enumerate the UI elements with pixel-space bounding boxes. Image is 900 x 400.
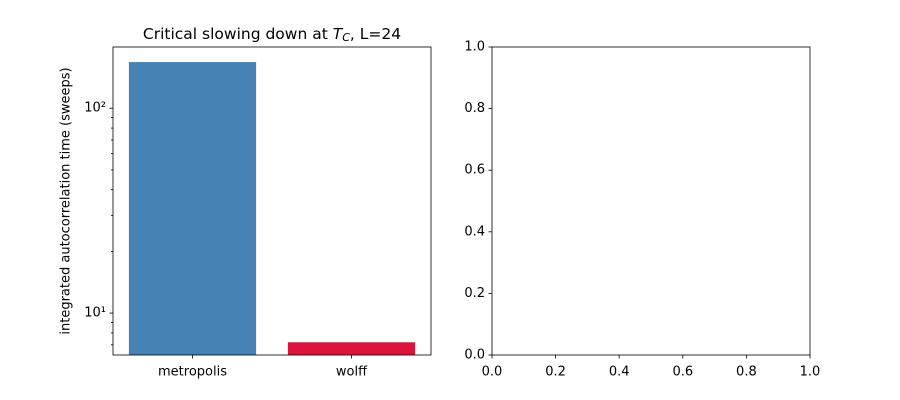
x-tick-label: 0.0 bbox=[482, 365, 503, 380]
axes-frame bbox=[112, 46, 432, 356]
x-tick-label: wolff bbox=[336, 365, 368, 380]
chart-title: Critical slowing down at TC, L=24 bbox=[143, 25, 401, 45]
bar bbox=[287, 342, 416, 355]
y-tick-label: 10¹ bbox=[84, 306, 106, 321]
y-tick-label: 0.6 bbox=[464, 163, 485, 178]
x-tick-label: 0.8 bbox=[736, 365, 757, 380]
y-tick-label: 0.4 bbox=[464, 224, 485, 239]
title-symbol: T bbox=[333, 25, 344, 43]
y-tick-label: 0.8 bbox=[464, 101, 485, 116]
title-text: Critical slowing down at bbox=[143, 25, 333, 43]
x-tick-label: 0.4 bbox=[609, 365, 630, 380]
x-tick-label: metropolis bbox=[158, 365, 227, 380]
x-tick-label: 1.0 bbox=[800, 365, 821, 380]
x-tick-label: 0.6 bbox=[672, 365, 693, 380]
y-tick-label: 1.0 bbox=[464, 40, 485, 55]
y-axis-label: integrated autocorrelation time (sweeps) bbox=[59, 67, 74, 334]
title-subscript: C bbox=[342, 31, 350, 44]
title-text: , L=24 bbox=[350, 25, 401, 43]
bar bbox=[128, 62, 257, 356]
y-tick-label: 0.0 bbox=[464, 348, 485, 363]
y-tick-label: 10² bbox=[84, 101, 106, 116]
y-tick-label: 0.2 bbox=[464, 286, 485, 301]
axes-frame bbox=[491, 46, 811, 356]
x-tick-label: 0.2 bbox=[545, 365, 566, 380]
